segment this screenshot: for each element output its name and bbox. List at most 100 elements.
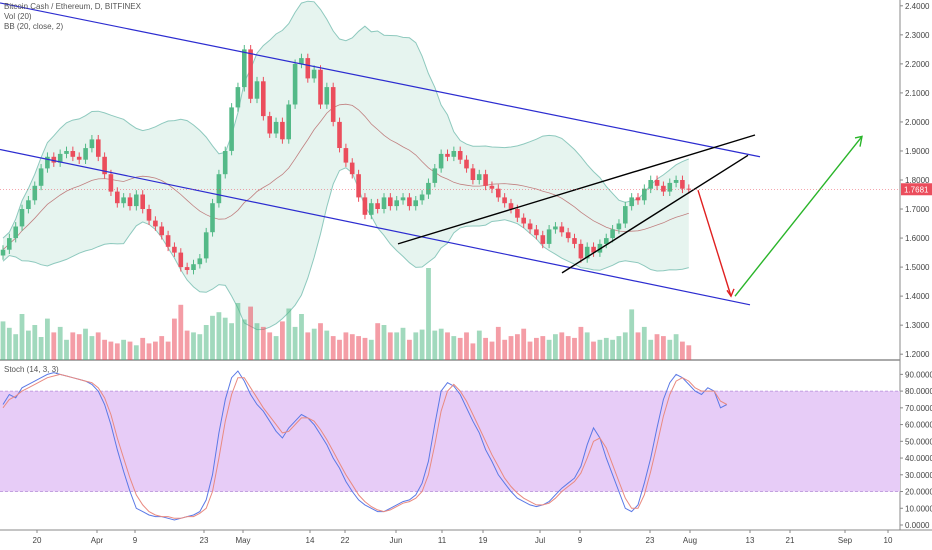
volume-bar	[572, 337, 577, 360]
candle	[159, 222, 164, 240]
candle	[464, 155, 469, 173]
volume-bar	[191, 332, 196, 360]
stoch-title: Stoch (14, 3, 3)	[4, 365, 59, 374]
candle	[203, 227, 209, 263]
price-tick-label: 1.3000	[905, 321, 930, 330]
candle	[172, 242, 177, 257]
volume-bar	[343, 332, 349, 360]
candle	[629, 193, 634, 211]
candle	[70, 146, 76, 162]
volume-bar	[133, 345, 139, 360]
volume-bar	[438, 328, 444, 360]
candle-body	[89, 139, 95, 149]
candle-body	[426, 182, 431, 195]
candle-body	[57, 153, 63, 163]
candle-body	[572, 238, 577, 244]
candle	[153, 216, 158, 231]
volume-bar	[0, 321, 6, 360]
candle	[146, 204, 152, 225]
volume-bar	[680, 341, 685, 360]
volume-bar	[305, 332, 311, 360]
candle	[375, 198, 380, 214]
time-axis[interactable]: 20 Apr 9 23 May 14 22 Jun 11 19 Jul 9 23 Aug 13 21 Sep 10	[33, 530, 893, 545]
candle-body	[673, 180, 679, 183]
candle-body	[172, 246, 177, 253]
time-tick-label: 21	[786, 536, 795, 545]
candle	[76, 152, 82, 164]
candle-body	[623, 206, 628, 224]
time-tick-label: 11	[438, 536, 447, 545]
candle	[222, 146, 228, 179]
candle-body	[388, 197, 393, 207]
candle-body	[394, 200, 399, 207]
candle-body	[216, 174, 222, 204]
volume-bar	[203, 325, 209, 360]
volume-bar	[413, 332, 419, 360]
price-tick-label: 2.4000	[905, 2, 930, 11]
candle	[121, 193, 126, 208]
last-price-text: 1.7681	[904, 185, 929, 194]
volume-bar	[330, 336, 336, 360]
candle-body	[203, 232, 209, 259]
volume-bar	[222, 317, 228, 360]
candle-body	[438, 153, 444, 169]
volume-bar	[629, 309, 635, 360]
candle-body	[324, 87, 330, 105]
candle	[546, 225, 552, 249]
volume-bar	[108, 341, 114, 360]
candle-body	[108, 174, 114, 192]
volume-bar	[178, 304, 184, 360]
candles	[0, 45, 692, 275]
candle	[362, 193, 368, 220]
time-tick-label: 23	[646, 536, 655, 545]
time-tick-label: Jun	[390, 536, 403, 545]
candle	[127, 193, 133, 211]
wedge-lower-line	[561, 154, 749, 274]
candle-body	[261, 81, 266, 117]
volume-bar	[292, 326, 298, 360]
volume-bar	[6, 327, 12, 360]
volume-bar	[64, 339, 69, 360]
candle	[610, 225, 615, 243]
candle	[413, 196, 418, 211]
candle	[19, 204, 25, 231]
volume-bar	[603, 337, 609, 360]
candle	[254, 76, 260, 104]
volume-bar	[13, 334, 19, 360]
price-axis[interactable]: 2.4000 2.3000 2.2000 2.1000 2.0000 1.9000 1.80…	[900, 2, 930, 359]
candle-body	[457, 151, 463, 160]
candle	[521, 213, 526, 228]
volume-bar	[254, 323, 260, 360]
candle	[57, 149, 63, 167]
candle-body	[337, 121, 342, 148]
time-tick-label: 10	[884, 536, 893, 545]
price-tick-label: 1.8000	[905, 176, 930, 185]
candle	[496, 184, 501, 202]
stoch-axis[interactable]: 90.0000 80.0000 70.0000 60.0000 50.0000 40.00…	[900, 370, 932, 530]
candle	[407, 193, 412, 211]
time-tick-label: 13	[746, 536, 755, 545]
candle	[349, 158, 355, 179]
candle-body	[280, 121, 285, 140]
stoch-tick-label: 10.0000	[905, 504, 932, 513]
candle-body	[483, 174, 488, 186]
candle	[38, 164, 44, 191]
candle	[527, 219, 533, 234]
candle	[572, 233, 577, 249]
candle-body	[343, 148, 349, 163]
time-tick-label: 23	[200, 536, 209, 545]
candle-body	[496, 188, 501, 198]
candle	[261, 76, 266, 121]
volume-bar	[394, 332, 400, 360]
candle	[400, 193, 406, 205]
volume-bars	[0, 268, 692, 360]
candle-body	[451, 151, 457, 157]
volume-bar	[654, 334, 660, 360]
candle-body	[311, 69, 317, 79]
candle-body	[38, 168, 44, 186]
candle	[476, 169, 482, 185]
candle-body	[432, 168, 438, 183]
candle-body	[242, 49, 247, 88]
stoch-tick-label: 90.0000	[905, 370, 932, 379]
